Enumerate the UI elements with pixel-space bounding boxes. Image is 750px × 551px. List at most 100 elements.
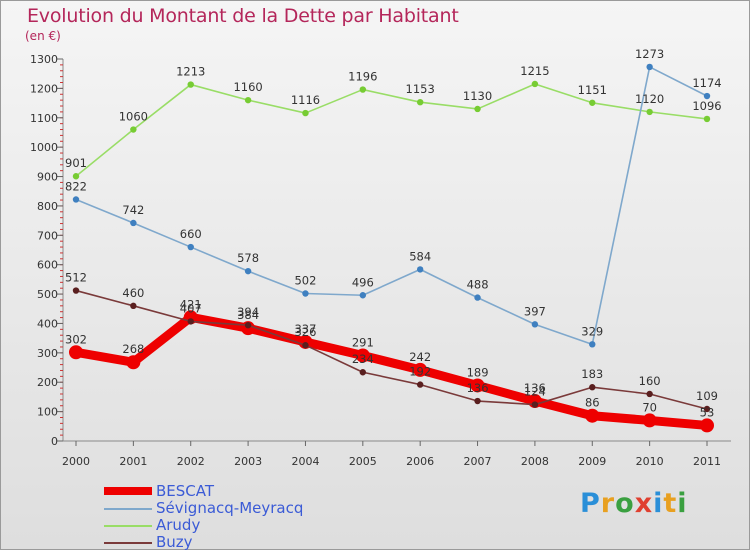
logo-letter: t xyxy=(663,488,678,519)
logo-letter: r xyxy=(600,488,616,519)
data-label: 302 xyxy=(65,332,87,346)
unit-label: (en €) xyxy=(25,29,61,43)
x-tick-label: 2004 xyxy=(291,455,319,468)
data-label: 1160 xyxy=(233,80,262,94)
data-label: 460 xyxy=(122,286,144,300)
data-point xyxy=(126,355,141,370)
series-line-2 xyxy=(75,83,708,178)
data-label: 189 xyxy=(467,365,489,379)
data-label: 660 xyxy=(180,227,202,241)
data-point xyxy=(703,405,711,413)
logo-letter: o xyxy=(615,488,635,519)
data-point xyxy=(298,334,313,349)
data-point xyxy=(703,115,711,123)
data-label: 70 xyxy=(642,400,657,414)
data-label: 234 xyxy=(352,352,374,366)
legend-label: BESCAT xyxy=(156,482,215,500)
data-point xyxy=(355,348,370,363)
x-tick-label: 2008 xyxy=(521,455,549,468)
data-label: 1060 xyxy=(119,110,148,124)
x-tick-label: 2009 xyxy=(578,455,606,468)
data-label: 1273 xyxy=(635,47,664,61)
data-label: 1196 xyxy=(348,70,377,84)
data-label: 822 xyxy=(65,179,87,193)
data-label: 291 xyxy=(352,335,374,349)
data-point xyxy=(416,381,424,388)
data-label: 407 xyxy=(180,301,202,315)
data-label: 488 xyxy=(467,278,489,292)
data-label: 742 xyxy=(122,203,144,217)
data-label: 326 xyxy=(294,325,316,339)
x-tick-label: 2006 xyxy=(406,455,434,468)
y-tick-label: 1000 xyxy=(30,141,58,154)
data-point xyxy=(302,342,309,349)
series-line-0 xyxy=(71,312,712,430)
data-point xyxy=(585,408,600,423)
data-point xyxy=(72,196,80,203)
data-label: 1151 xyxy=(578,83,607,97)
data-point xyxy=(531,80,539,88)
x-tick-label: 2001 xyxy=(119,455,147,468)
data-point xyxy=(72,287,80,294)
data-label: 337 xyxy=(294,322,316,336)
data-point xyxy=(187,318,194,325)
data-point xyxy=(416,266,424,273)
x-tick-label: 2000 xyxy=(62,455,90,468)
data-point xyxy=(470,378,485,393)
y-tick-label: 300 xyxy=(37,347,58,360)
data-label: 512 xyxy=(65,271,87,285)
legend-swatch xyxy=(104,487,152,495)
legend-label: Arudy xyxy=(156,516,201,534)
y-tick-label: 700 xyxy=(37,229,58,242)
data-label: 1130 xyxy=(463,89,492,103)
legend-label: Buzy xyxy=(156,533,193,551)
legend-swatch xyxy=(104,542,152,544)
data-label: 1174 xyxy=(692,76,721,90)
proxiti-logo: Proxiti xyxy=(580,488,688,519)
data-point xyxy=(646,63,653,71)
data-label: 329 xyxy=(581,324,603,338)
data-point xyxy=(130,302,137,310)
data-label: 394 xyxy=(237,305,259,319)
logo-letter: P xyxy=(580,488,601,519)
data-label: 496 xyxy=(352,275,374,289)
x-tick-label: 2007 xyxy=(464,455,492,468)
data-point xyxy=(700,418,714,433)
legend-label: Sévignacq-Meyracq xyxy=(156,499,304,517)
data-label: 242 xyxy=(409,350,431,364)
data-point xyxy=(359,86,367,93)
y-tick-label: 1100 xyxy=(30,112,58,125)
data-label: 578 xyxy=(237,251,259,265)
data-label: 421 xyxy=(180,297,202,311)
data-label: 192 xyxy=(409,365,431,379)
y-tick-label: 0 xyxy=(51,435,58,448)
data-point xyxy=(359,369,367,376)
y-tick-label: 1300 xyxy=(30,53,58,66)
data-point xyxy=(244,96,252,104)
data-point xyxy=(589,99,596,106)
data-label: 136 xyxy=(524,381,546,395)
y-tick-label: 500 xyxy=(37,288,58,301)
data-point xyxy=(130,126,137,133)
data-point xyxy=(531,401,539,408)
data-point xyxy=(302,109,309,117)
data-point xyxy=(646,108,653,116)
data-point xyxy=(589,384,596,391)
data-label: 160 xyxy=(639,374,661,388)
y-tick-label: 1200 xyxy=(30,82,58,95)
data-label: 183 xyxy=(581,367,603,381)
data-point xyxy=(130,219,137,227)
data-point xyxy=(474,397,481,405)
data-point xyxy=(69,345,83,360)
data-point xyxy=(474,105,481,113)
data-point xyxy=(244,267,252,275)
legend-swatch xyxy=(104,508,152,510)
data-label: 86 xyxy=(585,396,600,410)
data-point xyxy=(474,294,481,301)
data-point xyxy=(187,81,194,88)
data-label: 1096 xyxy=(692,99,721,113)
logo-letter: i xyxy=(653,488,664,519)
data-label: 397 xyxy=(524,304,546,318)
